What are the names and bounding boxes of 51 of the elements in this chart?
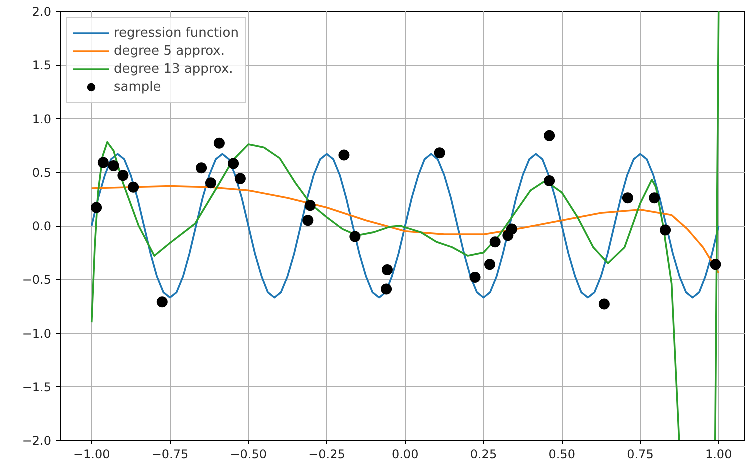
point <box>484 259 496 270</box>
x-tick-label: 1.00 <box>705 448 732 462</box>
point <box>382 264 393 276</box>
x-tick-label: −0.50 <box>230 448 267 462</box>
point <box>490 236 501 248</box>
point <box>98 157 109 168</box>
point <box>214 138 225 149</box>
point <box>660 224 672 236</box>
point <box>544 130 556 142</box>
point <box>544 175 556 186</box>
x-tick-label: 0.50 <box>548 448 576 462</box>
legend-label: degree 13 approx. <box>114 60 234 78</box>
x-tick-label: 0.00 <box>392 448 419 462</box>
x-tick-label: −1.00 <box>73 448 110 462</box>
y-tick-label: 0.5 <box>32 166 52 180</box>
point <box>710 259 722 270</box>
point <box>118 170 129 182</box>
point <box>302 215 314 226</box>
x-tick-label: −0.75 <box>152 448 189 462</box>
y-tick-label: 1.0 <box>32 112 52 126</box>
x-tick-label: 0.75 <box>627 448 654 462</box>
legend-label: degree 5 approx. <box>114 42 226 60</box>
y-tick-label: 1.5 <box>32 58 52 73</box>
y-tick-label: −0.5 <box>22 273 52 288</box>
point <box>205 178 216 189</box>
y-tick-label: −2.0 <box>22 434 52 448</box>
legend-label: sample <box>114 78 162 96</box>
y-tick-label: −1.5 <box>22 380 52 394</box>
point <box>598 298 610 310</box>
point <box>234 173 246 184</box>
point <box>350 231 361 242</box>
point <box>156 296 168 308</box>
point <box>228 158 240 170</box>
point <box>338 150 350 161</box>
point <box>622 192 634 204</box>
point <box>506 224 518 235</box>
point <box>470 272 481 283</box>
point <box>196 162 208 174</box>
x-tick-label: −0.25 <box>308 448 346 462</box>
point <box>128 182 140 193</box>
legend-label: regression function <box>114 24 239 42</box>
point <box>434 148 446 159</box>
point <box>304 200 316 212</box>
y-tick-label: 2.0 <box>32 5 52 19</box>
x-tick-label: 0.25 <box>470 448 498 462</box>
point <box>649 192 660 204</box>
point <box>91 202 102 214</box>
point <box>381 284 392 295</box>
y-tick-label: −1.0 <box>22 326 52 341</box>
point <box>108 160 120 172</box>
y-tick-label: 0.0 <box>32 220 52 234</box>
